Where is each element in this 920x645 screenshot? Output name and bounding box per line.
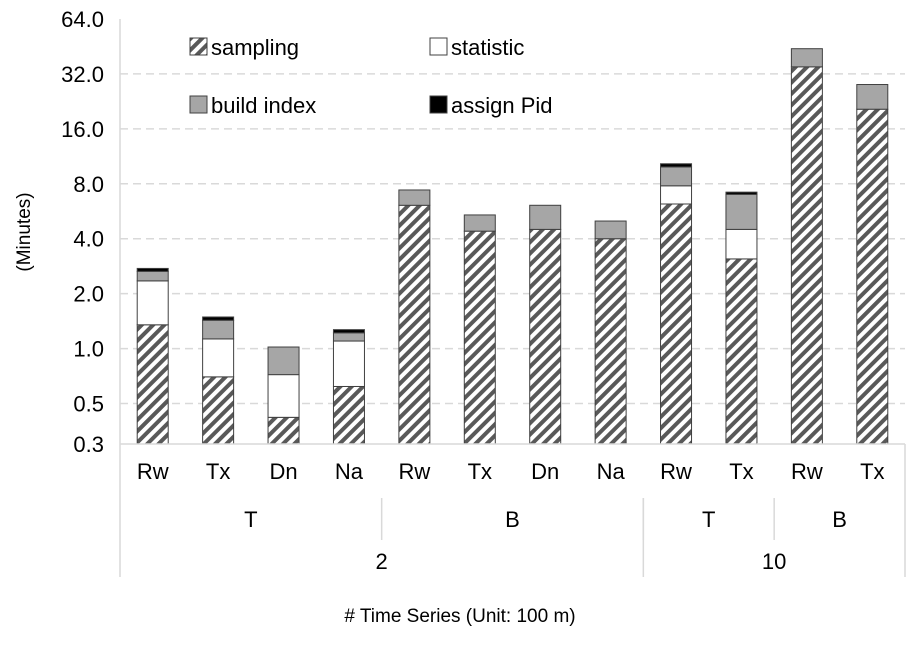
x-axis-title: # Time Series (Unit: 100 m) — [344, 606, 575, 627]
y-tick-label: 32.0 — [61, 62, 104, 87]
bar-segment-statistic — [725, 228, 758, 260]
gridlines — [120, 73, 905, 405]
y-axis-title: (Minutes) — [14, 192, 35, 271]
bar-segment-sampling — [398, 204, 431, 445]
x-category-label: Rw — [137, 459, 169, 484]
bar-segment-sampling — [267, 416, 300, 445]
bar-segment-build-index — [790, 48, 823, 68]
bar-segment-statistic — [332, 340, 365, 387]
x-group-label-level1: B — [832, 507, 847, 532]
bar-segment-statistic — [267, 374, 300, 418]
legend-swatch-statistic — [429, 37, 448, 56]
x-category-label: Dn — [269, 459, 297, 484]
y-tick-label: 16.0 — [61, 117, 104, 142]
bar-segment-sampling — [332, 385, 365, 445]
axes: 0.3 0.5 1.0 2.0 4.0 8.0 16.0 32.0 64.0 Rw Tx Dn Na Rw… — [61, 7, 906, 577]
y-tick-label: 1.0 — [73, 337, 104, 362]
x-category-label: Dn — [531, 459, 559, 484]
bar-segment-sampling — [856, 108, 889, 445]
bar-segment-build-index — [856, 84, 889, 110]
x-category-label: Rw — [398, 459, 430, 484]
legend-swatch-build-index — [189, 95, 208, 114]
legend-swatch-sampling — [189, 37, 208, 56]
legend-label: statistic — [451, 35, 524, 60]
x-category-label: Tx — [860, 459, 884, 484]
x-group-label-level2: 10 — [762, 549, 786, 574]
bar-segment-build-index — [202, 319, 235, 340]
bar-segment-sampling — [202, 376, 235, 445]
x-group-label-level1: T — [702, 507, 715, 532]
bar-segment-build-index — [725, 193, 758, 230]
y-tick-label: 2.0 — [73, 282, 104, 307]
legend-label: build index — [211, 93, 316, 118]
x-category-label: Na — [597, 459, 626, 484]
y-tick-label: 0.5 — [73, 392, 104, 417]
bar-segment-assign-Pid — [725, 191, 758, 195]
x-category-label: Rw — [791, 459, 823, 484]
bar-segment-statistic — [660, 185, 693, 205]
bars — [136, 48, 889, 445]
bar-segment-sampling — [136, 324, 169, 445]
bar-segment-build-index — [529, 204, 562, 230]
bar-segment-build-index — [136, 270, 169, 282]
bar-segment-build-index — [267, 346, 300, 376]
bar-segment-build-index — [463, 214, 496, 232]
bar-segment-sampling — [529, 228, 562, 445]
bar-segment-build-index — [660, 166, 693, 187]
y-tick-label: 0.3 — [73, 432, 104, 457]
x-category-label: Tx — [729, 459, 753, 484]
y-tick-label: 4.0 — [73, 227, 104, 252]
legend-swatch-assign-Pid — [429, 95, 448, 114]
bar-segment-sampling — [790, 66, 823, 445]
x-category-label: Tx — [468, 459, 492, 484]
bar-segment-assign-Pid — [136, 267, 169, 272]
x-category-label: Tx — [206, 459, 230, 484]
bar-segment-sampling — [594, 238, 627, 445]
x-group-label-level2: 2 — [376, 549, 388, 574]
y-tick-label: 8.0 — [73, 172, 104, 197]
x-category-label: Rw — [660, 459, 692, 484]
x-category-label: Na — [335, 459, 364, 484]
x-group-label-level1: T — [244, 507, 257, 532]
legend-label: assign Pid — [451, 93, 553, 118]
bar-segment-sampling — [725, 258, 758, 445]
bar-segment-sampling — [463, 230, 496, 445]
bar-segment-statistic — [202, 338, 235, 378]
bar-segment-assign-Pid — [202, 316, 235, 321]
bar-segment-build-index — [332, 332, 365, 342]
bar-segment-build-index — [398, 189, 431, 206]
bar-segment-sampling — [660, 203, 693, 445]
bar-segment-assign-Pid — [660, 163, 693, 168]
x-group-label-level1: B — [505, 507, 520, 532]
y-tick-label: 64.0 — [61, 7, 104, 32]
bar-segment-statistic — [136, 280, 169, 326]
bar-segment-assign-Pid — [332, 329, 365, 334]
legend-label: sampling — [211, 35, 299, 60]
bar-segment-build-index — [594, 220, 627, 240]
legend: sampling statistic build index assign Pid — [189, 35, 553, 118]
